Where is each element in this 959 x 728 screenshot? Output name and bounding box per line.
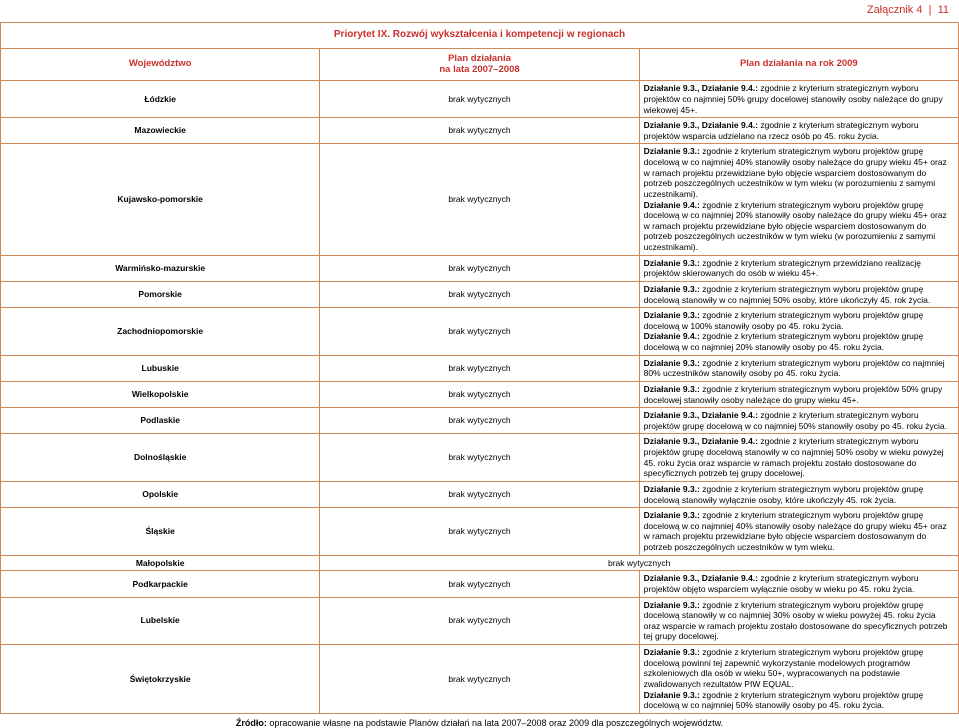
- cell-plan07: brak wytycznych: [320, 381, 639, 407]
- table-title: Priorytet IX. Rozwój wykształcenia i kom…: [1, 23, 959, 49]
- cell-plan07: brak wytycznych: [320, 645, 639, 714]
- table-row: Mazowieckiebrak wytycznychDziałanie 9.3.…: [1, 118, 959, 144]
- cell-plan07: brak wytycznych: [320, 81, 639, 118]
- cell-woj: Lubelskie: [1, 597, 320, 645]
- table-row: Lubuskiebrak wytycznychDziałanie 9.3.: z…: [1, 355, 959, 381]
- cell-plan07: brak wytycznych: [320, 118, 639, 144]
- cell-woj: Kujawsko-pomorskie: [1, 144, 320, 255]
- col-header-plan07-text: Plan działaniana lata 2007–2008: [439, 53, 519, 76]
- col-header-plan07: Plan działaniana lata 2007–2008: [320, 48, 639, 81]
- cell-plan07: brak wytycznych: [320, 144, 639, 255]
- cell-plan07: brak wytycznych: [320, 434, 639, 482]
- cell-plan09: Działanie 9.3.: zgodnie z kryterium stra…: [639, 308, 958, 356]
- cell-woj: Zachodniopomorskie: [1, 308, 320, 356]
- table-row: Świętokrzyskiebrak wytycznychDziałanie 9…: [1, 645, 959, 714]
- cell-woj: Wielkopolskie: [1, 381, 320, 407]
- cell-woj: Warmińsko-mazurskie: [1, 255, 320, 281]
- cell-plan07: brak wytycznych: [320, 281, 639, 307]
- cell-plan07: brak wytycznych: [320, 508, 639, 556]
- page-header: Załącznik 4 | 11: [0, 0, 959, 22]
- cell-woj: Dolnośląskie: [1, 434, 320, 482]
- cell-plan07: brak wytycznych: [320, 571, 639, 597]
- cell-woj: Łódzkie: [1, 81, 320, 118]
- table-row: Wielkopolskiebrak wytycznychDziałanie 9.…: [1, 381, 959, 407]
- cell-plan07: brak wytycznych: [320, 481, 639, 507]
- table-row: Opolskiebrak wytycznychDziałanie 9.3.: z…: [1, 481, 959, 507]
- table-row: Pomorskiebrak wytycznychDziałanie 9.3.: …: [1, 281, 959, 307]
- cell-woj: Lubuskie: [1, 355, 320, 381]
- cell-plan09: Działanie 9.3.: zgodnie z kryterium stra…: [639, 281, 958, 307]
- cell-plan07: brak wytycznych: [320, 597, 639, 645]
- cell-plan09: Działanie 9.3.: zgodnie z kryterium stra…: [639, 597, 958, 645]
- cell-plan09: Działanie 9.3., Działanie 9.4.: zgodnie …: [639, 81, 958, 118]
- source-note: Źródło: opracowanie własne na podstawie …: [0, 714, 959, 728]
- col-header-woj: Województwo: [1, 48, 320, 81]
- table-body: Łódzkiebrak wytycznychDziałanie 9.3., Dz…: [1, 81, 959, 714]
- table-row: Lubelskiebrak wytycznychDziałanie 9.3.: …: [1, 597, 959, 645]
- cell-plan09: Działanie 9.3., Działanie 9.4.: zgodnie …: [639, 571, 958, 597]
- table-row: Dolnośląskiebrak wytycznychDziałanie 9.3…: [1, 434, 959, 482]
- table-row: Podlaskiebrak wytycznychDziałanie 9.3., …: [1, 408, 959, 434]
- cell-plan09: Działanie 9.3.: zgodnie z kryterium stra…: [639, 381, 958, 407]
- cell-plan07: brak wytycznych: [320, 255, 639, 281]
- table-row: Łódzkiebrak wytycznychDziałanie 9.3., Dz…: [1, 81, 959, 118]
- table-row: Warmińsko-mazurskiebrak wytycznychDziała…: [1, 255, 959, 281]
- table-row: Zachodniopomorskiebrak wytycznychDziałan…: [1, 308, 959, 356]
- cell-brak-full: brak wytycznych: [320, 555, 959, 571]
- cell-plan09: Działanie 9.3., Działanie 9.4.: zgodnie …: [639, 408, 958, 434]
- cell-plan09: Działanie 9.3.: zgodnie z kryterium stra…: [639, 481, 958, 507]
- cell-woj: Mazowieckie: [1, 118, 320, 144]
- col-header-plan09: Plan działania na rok 2009: [639, 48, 958, 81]
- data-table: Priorytet IX. Rozwój wykształcenia i kom…: [0, 22, 959, 714]
- cell-woj: Małopolskie: [1, 555, 320, 571]
- cell-plan09: Działanie 9.3., Działanie 9.4.: zgodnie …: [639, 118, 958, 144]
- cell-plan07: brak wytycznych: [320, 355, 639, 381]
- table-title-row: Priorytet IX. Rozwój wykształcenia i kom…: [1, 23, 959, 49]
- cell-woj: Podlaskie: [1, 408, 320, 434]
- cell-plan07: brak wytycznych: [320, 408, 639, 434]
- cell-woj: Świętokrzyskie: [1, 645, 320, 714]
- attachment-label: Załącznik 4: [867, 4, 923, 16]
- table-row: Podkarpackiebrak wytycznychDziałanie 9.3…: [1, 571, 959, 597]
- cell-woj: Opolskie: [1, 481, 320, 507]
- table-row: Kujawsko-pomorskiebrak wytycznychDziałan…: [1, 144, 959, 255]
- cell-woj: Podkarpackie: [1, 571, 320, 597]
- cell-plan09: Działanie 9.3.: zgodnie z kryterium stra…: [639, 255, 958, 281]
- table-row: Śląskiebrak wytycznychDziałanie 9.3.: zg…: [1, 508, 959, 556]
- cell-plan09: Działanie 9.3., Działanie 9.4.: zgodnie …: [639, 434, 958, 482]
- table-header-row: Województwo Plan działaniana lata 2007–2…: [1, 48, 959, 81]
- cell-plan09: Działanie 9.3.: zgodnie z kryterium stra…: [639, 508, 958, 556]
- cell-plan09: Działanie 9.3.: zgodnie z kryterium stra…: [639, 144, 958, 255]
- cell-plan09: Działanie 9.3.: zgodnie z kryterium stra…: [639, 645, 958, 714]
- cell-woj: Pomorskie: [1, 281, 320, 307]
- page-number: 11: [938, 4, 949, 16]
- cell-woj: Śląskie: [1, 508, 320, 556]
- table-row: Małopolskiebrak wytycznych: [1, 555, 959, 571]
- cell-plan07: brak wytycznych: [320, 308, 639, 356]
- cell-plan09: Działanie 9.3.: zgodnie z kryterium stra…: [639, 355, 958, 381]
